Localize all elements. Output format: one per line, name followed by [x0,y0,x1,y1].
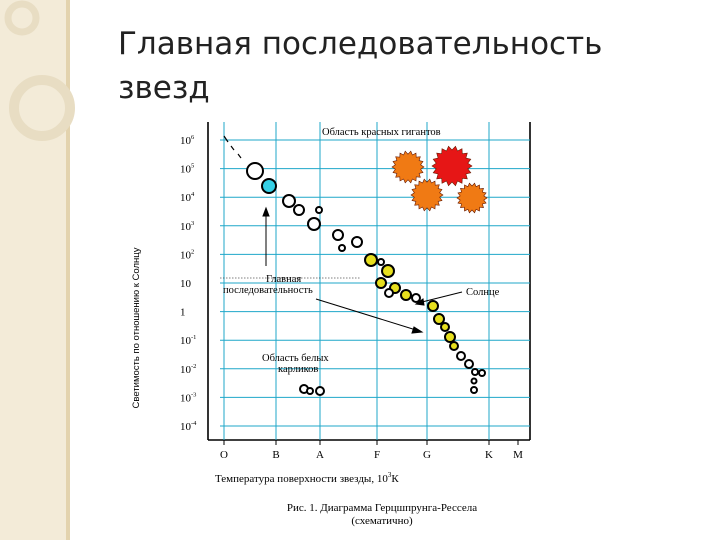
y-tick-label: 1 [180,307,186,319]
white-dwarfs-label-line-2: карликов [278,364,318,375]
main-sequence-label-line-2: последовательность [223,285,313,296]
main-sequence-star [400,289,412,301]
y-tick-label: 10-4 [180,420,197,433]
white-dwarf-stars [299,384,325,396]
slide-title-line-2: звезд [118,70,210,106]
x-tick-label: M [513,449,523,461]
main-sequence-star [449,341,459,351]
red-giant-star [431,145,473,187]
arrow-to-main-sequence-top [262,206,270,266]
main-sequence-star [444,331,456,343]
hot-star-trail [223,135,242,159]
x-axis-label-unit: К [391,473,399,485]
y-tick-label: 106 [180,134,195,147]
main-sequence-star [384,288,394,298]
main-sequence-star [261,178,277,194]
slide-title-line-1: Главная последовательность [118,26,603,62]
y-tick-label: 10-3 [180,391,196,404]
x-tick-label: A [316,449,324,461]
red-giant-star [410,178,444,212]
main-sequence-star [470,377,478,385]
x-axis-label-text: Температура поверхности звезды, 10 [215,473,388,485]
main-sequence-star [427,300,439,312]
y-tick-label: 10 [180,278,192,290]
main-sequence-star [338,244,346,252]
red-giant-star [456,182,488,214]
y-tick-label: 103 [180,220,194,233]
main-sequence-star [456,351,466,361]
main-sequence-star [478,369,486,377]
x-tick-label: K [485,449,493,461]
main-sequence-star [364,253,378,267]
white-dwarf-star [315,386,325,396]
main-sequence-star [381,264,395,278]
figure-caption-line-1: Рис. 1. Диаграмма Герцшпрунга-Рессела [287,502,477,514]
y-tick-label: 104 [180,191,195,204]
main-sequence-star [471,368,479,376]
decorative-ring-large [9,75,75,141]
main-sequence-star [464,359,474,369]
red-giants-label: Область красных гигантов [322,127,441,138]
main-sequence-star [411,293,421,303]
main-sequence-star [351,236,363,248]
white-dwarf-star [306,387,314,395]
y-tick-label: 10-1 [180,334,196,347]
main-sequence-star [315,206,323,214]
main-sequence-star [433,313,445,325]
y-tick-label: 105 [180,163,194,176]
main-sequence-label-line-1: Главная [266,274,301,285]
arrow-to-main-sequence-bottom [315,298,424,334]
y-tick-label: 102 [180,248,194,261]
y-axis-label: Светимость по отношению к Солнцу [131,247,142,408]
sun-label: Солнце [466,287,500,298]
red-giant-stars [391,145,488,214]
main-sequence-star [377,258,385,266]
x-axis-label: Температура поверхности звезды, 103К [215,471,399,485]
main-sequence-star [440,322,450,332]
x-tick-label: G [423,449,431,461]
main-sequence-star [246,162,264,180]
x-tick-label: F [374,449,380,461]
slide-title: Главная последовательность звезд [118,22,678,110]
main-sequence-star [375,277,387,289]
white-dwarfs-label-line-1: Область белых [262,353,329,364]
main-sequence-stars [246,162,486,394]
main-sequence-star [332,229,344,241]
figure-caption-line-2: (схематично) [351,515,413,527]
arrow-to-sun [414,291,463,306]
decorative-ring-small [4,0,40,36]
y-tick-label: 10-2 [180,363,196,376]
main-sequence-star [282,194,296,208]
main-sequence-star [470,386,478,394]
red-giant-star [391,150,425,184]
x-tick-label: B [272,449,279,461]
x-axis-label-exponent: 3 [388,471,392,479]
x-tick-label: O [220,449,228,461]
main-sequence-star [307,217,321,231]
main-sequence-star [293,204,305,216]
